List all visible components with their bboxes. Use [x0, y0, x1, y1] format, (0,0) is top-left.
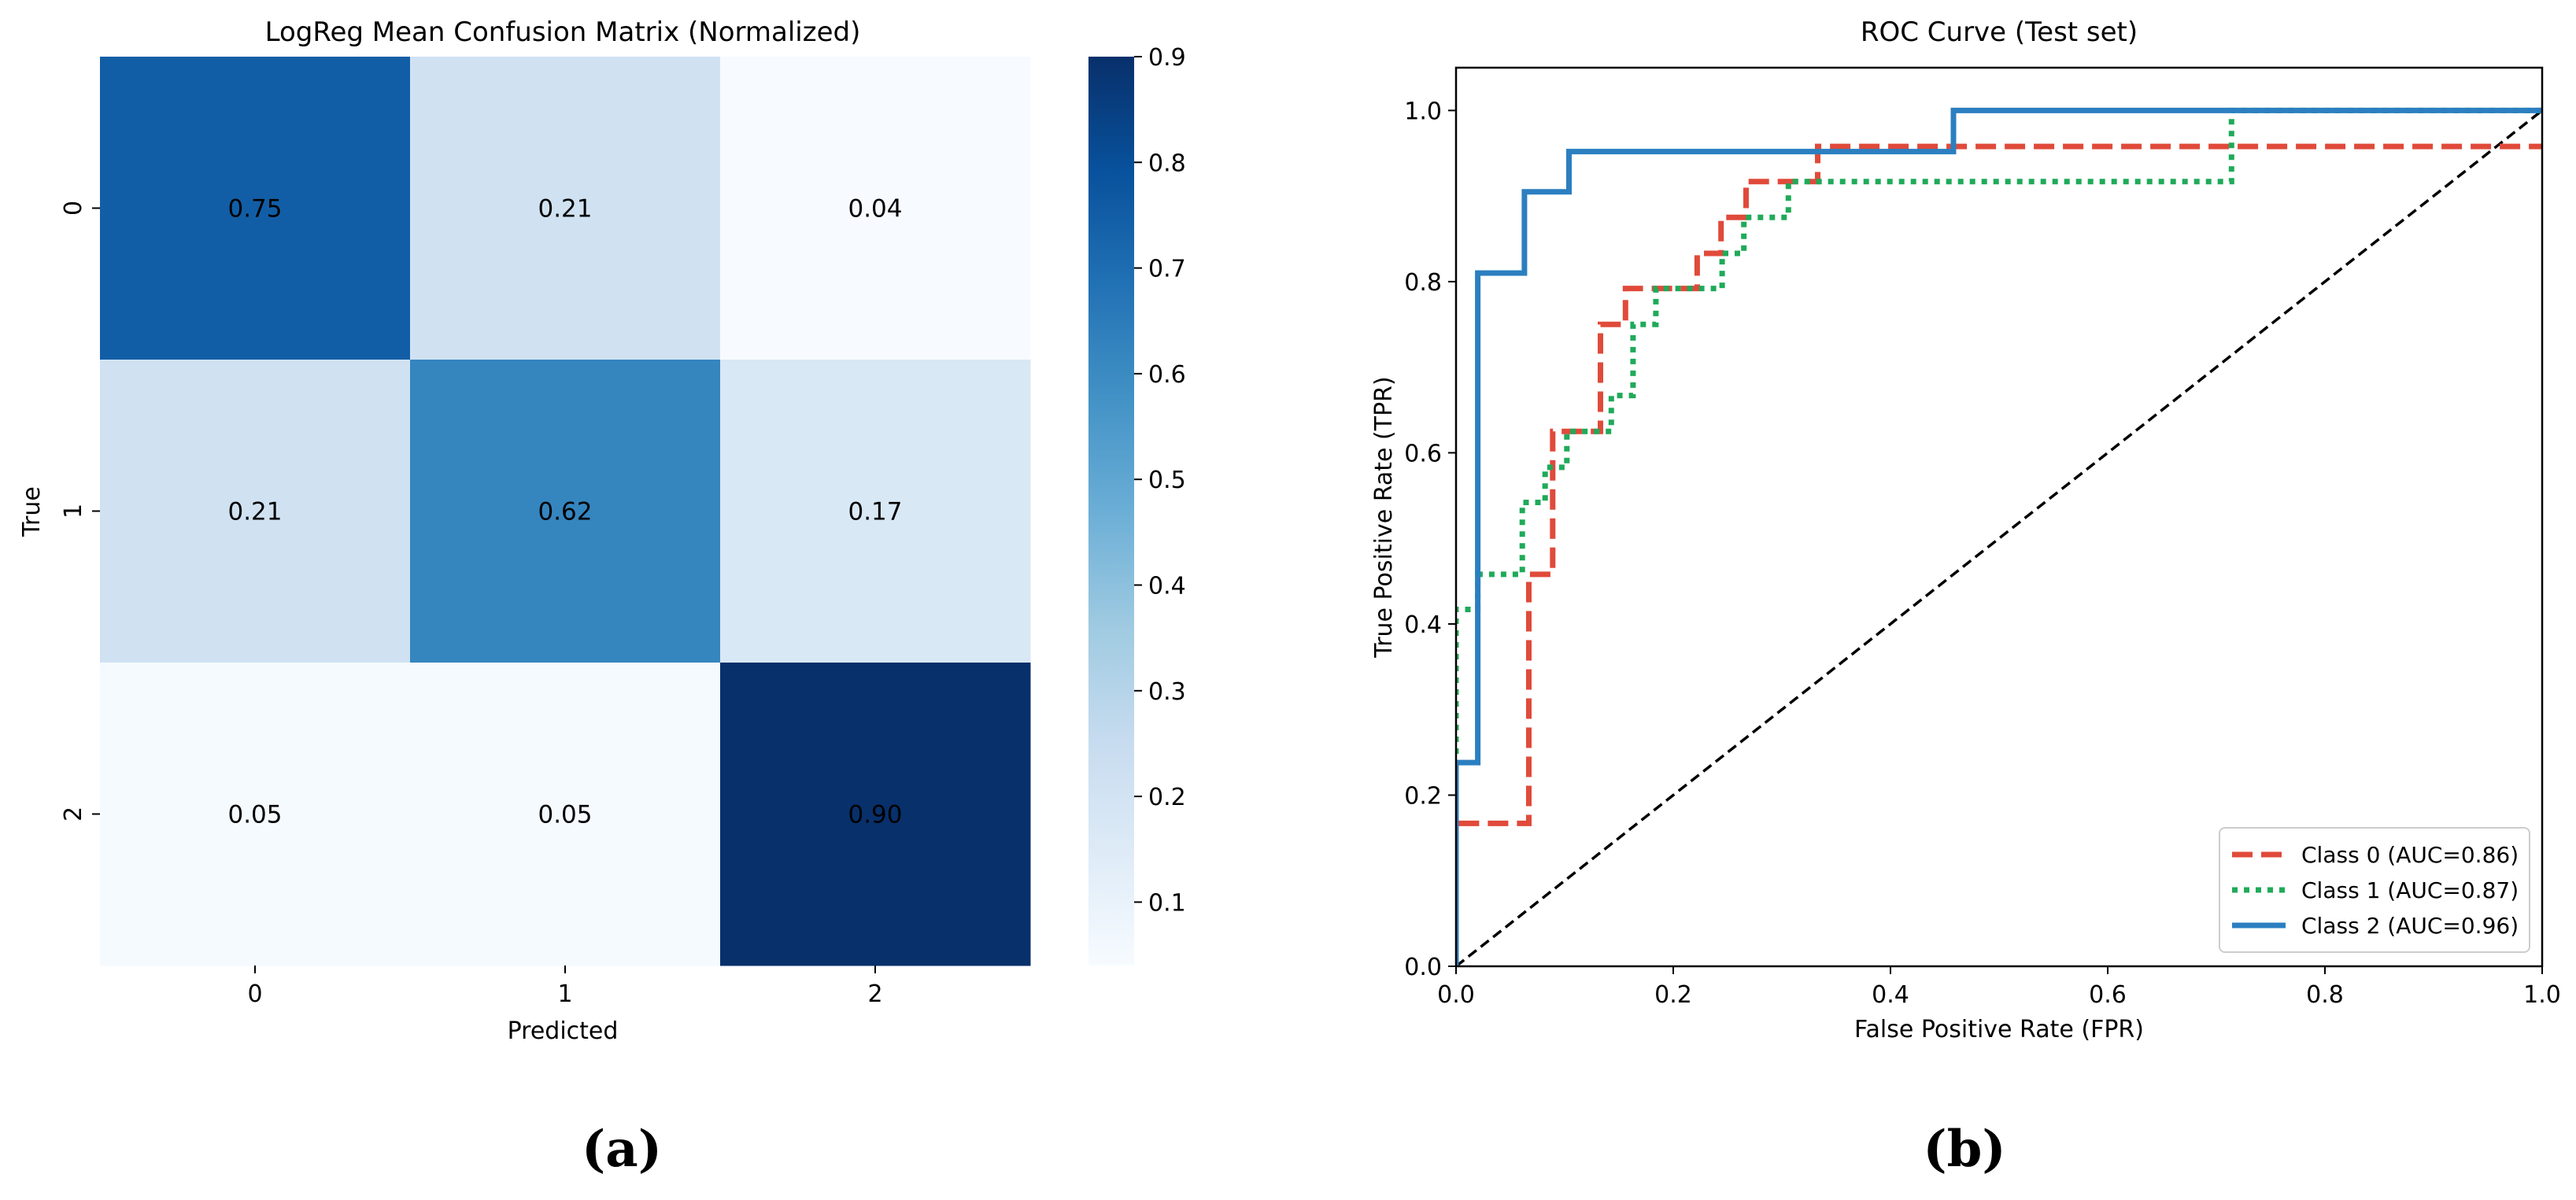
roc-series-line-class-0	[1456, 143, 2542, 966]
colorbar-tick-label: 0.8	[1148, 150, 1186, 177]
heatmap-y-tick-label: 0	[60, 201, 87, 216]
heatmap-cell-label: 0.21	[538, 195, 592, 223]
colorbar-tick-label: 0.7	[1148, 256, 1186, 283]
panel-label-a: (a)	[582, 1120, 662, 1179]
heatmap-cell-label: 0.21	[227, 498, 282, 526]
heatmap-cell-label: 0.75	[227, 195, 282, 223]
roc-y-tick-label: 0.8	[1404, 269, 1442, 297]
heatmap-y-ticks: 0 1 2	[60, 201, 100, 822]
heatmap-cell	[100, 360, 411, 663]
heatmap-cell-label: 0.17	[848, 498, 902, 526]
colorbar-tick-label: 0.1	[1148, 889, 1186, 917]
heatmap-x-ticks: 0 1 2	[247, 966, 883, 1008]
heatmap-x-tick-label: 2	[867, 980, 882, 1008]
heatmap-x-axis-label: Predicted	[508, 1017, 619, 1045]
legend-entry-label: Class 0 (AUC=0.86)	[2301, 842, 2519, 868]
legend-entry-label: Class 1 (AUC=0.87)	[2301, 877, 2519, 903]
roc-plot-frame	[1454, 66, 2544, 968]
roc-series-line-class-2	[1456, 107, 2542, 966]
heatmap-cell-label: 0.04	[848, 195, 902, 223]
roc-y-tick-label: 1.0	[1404, 98, 1442, 125]
roc-y-tick-label: 0.0	[1404, 954, 1442, 981]
roc-x-tick-label: 0.2	[1654, 981, 1692, 1009]
roc-x-axis-label: False Positive Rate (FPR)	[1854, 1016, 2144, 1043]
roc-curve-panel: ROC Curve (Test set) 0.0 0.2 0.4 0.6 0.8 1.00…	[1370, 17, 2561, 1179]
roc-axis-ticks: 0.0 0.2 0.4 0.6 0.8 1.0 0.0 0.2 0.4 0.6 0.8 1.0	[1404, 98, 2561, 1009]
heatmap-title: LogReg Mean Confusion Matrix (Normalized…	[265, 17, 861, 48]
roc-series	[1456, 107, 2542, 966]
heatmap-cell	[720, 663, 1031, 966]
heatmap-y-tick-label: 1	[60, 504, 87, 519]
heatmap-cell	[410, 663, 721, 966]
legend-entry-label: Class 2 (AUC=0.96)	[2301, 913, 2519, 939]
legend-box	[2219, 827, 2530, 953]
roc-y-tick-label: 0.6	[1404, 440, 1442, 467]
confusion-matrix-panel: LogReg Mean Confusion Matrix (Normalized…	[18, 17, 1186, 1179]
colorbar-tick-label: 0.9	[1148, 44, 1186, 72]
heatmap-cells: 0.75 0.21 0.04 0.21 0.62 0.17 0.05 0.05 0.90	[100, 57, 1031, 966]
heatmap-cell	[100, 57, 411, 360]
heatmap-cell	[100, 663, 411, 966]
heatmap-cell	[720, 360, 1031, 663]
roc-x-tick-label: 0.0	[1437, 981, 1475, 1009]
roc-y-tick-label: 0.4	[1404, 611, 1442, 639]
heatmap-cell-label: 0.62	[538, 498, 592, 526]
roc-y-tick-label: 0.2	[1404, 782, 1442, 810]
colorbar-gradient	[1088, 57, 1134, 966]
colorbar-tick-label: 0.6	[1148, 361, 1186, 389]
panel-label-b: (b)	[1923, 1120, 2005, 1179]
roc-chance-line	[1456, 109, 2542, 966]
heatmap-cell-label: 0.90	[848, 801, 902, 829]
roc-title: ROC Curve (Test set)	[1861, 17, 2138, 48]
colorbar-tick-label: 0.5	[1148, 467, 1186, 494]
heatmap-cell-label: 0.05	[227, 801, 282, 829]
roc-y-axis-label: True Positive Rate (TPR)	[1370, 376, 1398, 658]
heatmap-x-tick-label: 1	[557, 980, 572, 1008]
heatmap-y-tick-label: 2	[60, 807, 87, 822]
roc-x-tick-label: 0.6	[2089, 981, 2127, 1009]
roc-x-tick-label: 0.8	[2306, 981, 2344, 1009]
roc-x-tick-label: 1.0	[2523, 981, 2561, 1009]
heatmap-cell	[410, 360, 721, 663]
heatmap-y-axis-label: True	[18, 486, 46, 537]
heatmap-cell	[720, 57, 1031, 360]
heatmap-cell-label: 0.05	[538, 801, 592, 829]
colorbar-tick-label: 0.4	[1148, 573, 1186, 600]
heatmap-x-tick-label: 0	[247, 980, 262, 1008]
heatmap-cell	[410, 57, 721, 360]
colorbar-tick-label: 0.3	[1148, 678, 1186, 706]
colorbar-tick-label: 0.2	[1148, 784, 1186, 811]
roc-x-tick-label: 0.4	[1872, 981, 1909, 1009]
colorbar: 0.1 0.2 0.3 0.4 0.5 0.6 0.7 0.8 0.9	[1088, 44, 1186, 966]
roc-series-line-class-1	[1456, 107, 2542, 966]
roc-legend: Class 0 (AUC=0.86) Class 1 (AUC=0.87) Clas…	[2219, 827, 2530, 953]
